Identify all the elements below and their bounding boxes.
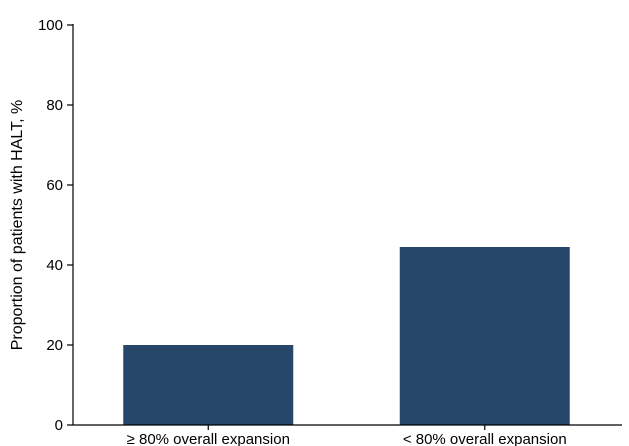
y-tick-label-100: 100 [38, 17, 63, 34]
x-tick-label-2: < 80% overall expansion [403, 431, 567, 446]
y-tick-label-40: 40 [46, 257, 63, 274]
bar-1 [123, 345, 294, 425]
y-axis-title: Proportion of patients with HALT, % [9, 100, 26, 351]
y-tick-label-80: 80 [46, 97, 63, 114]
x-tick-label-1: ≥ 80% overall expansion [127, 431, 290, 446]
x-axis: ≥ 80% overall expansion < 80% overall exp… [73, 424, 622, 446]
bars-group [123, 247, 570, 425]
y-tick-label-20: 20 [46, 337, 63, 354]
y-tick-label-0: 0 [55, 417, 63, 434]
y-tick-label-60: 60 [46, 177, 63, 194]
y-axis: 0 20 40 60 80 100 [38, 17, 74, 434]
bar-2 [399, 247, 570, 425]
